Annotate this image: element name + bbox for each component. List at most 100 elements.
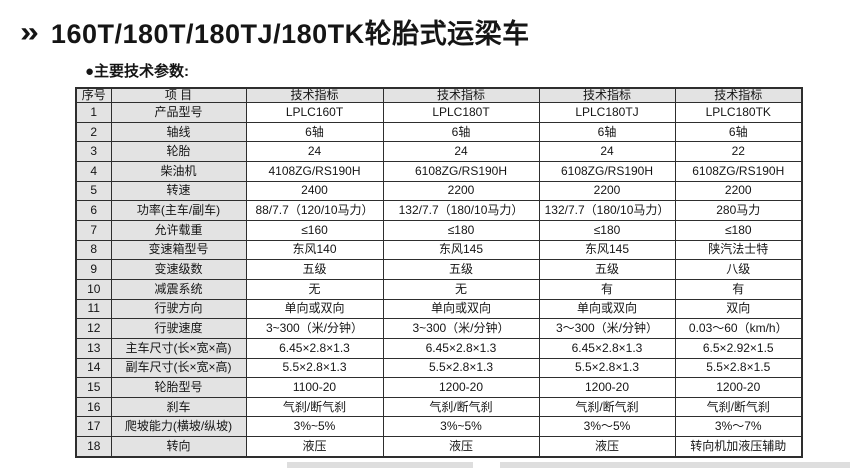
clipped-image-edge-right: [500, 462, 850, 468]
spec-value-cell: 6轴: [245, 121, 384, 143]
spec-value-cell: 6.45×2.8×1.3: [538, 337, 676, 359]
item-label-cell: 副车尺寸(长×宽×高): [110, 357, 247, 379]
spec-value-cell: 5.5×2.8×1.3: [245, 357, 384, 379]
spec-value-cell: 2400: [245, 180, 384, 202]
spec-value-cell: ≤180: [538, 220, 676, 241]
row-index-cell: 16: [75, 396, 112, 418]
column-header: 技术指标: [245, 87, 384, 104]
spec-value-cell: 6108ZG/RS190H: [382, 161, 540, 182]
spec-value-cell: 3~300（米/分钟）: [382, 318, 540, 339]
spec-value-cell: ≤160: [245, 220, 384, 241]
table-row: 2 轴线 6轴 6轴 6轴 6轴: [75, 121, 803, 143]
spec-value-cell: 气刹/断气刹: [674, 396, 803, 418]
spec-value-cell: 3~300（米/分钟）: [245, 318, 384, 339]
spec-value-cell: 6.5×2.92×1.5: [674, 337, 803, 359]
table-row: 11 行驶方向 单向或双向 单向或双向 单向或双向 双向: [75, 298, 803, 320]
spec-value-cell: 有: [674, 278, 803, 300]
item-label-cell: 产品型号: [110, 102, 247, 123]
item-label-cell: 轴线: [110, 121, 247, 143]
spec-value-cell: ≤180: [382, 220, 540, 241]
row-index-cell: 8: [75, 239, 112, 261]
row-index-cell: 15: [75, 377, 112, 398]
spec-value-cell: 单向或双向: [382, 298, 540, 320]
spec-value-cell: 双向: [674, 298, 803, 320]
item-label-cell: 行驶速度: [110, 318, 247, 339]
spec-value-cell: 无: [245, 278, 384, 300]
spec-value-cell: 6108ZG/RS190H: [538, 161, 676, 182]
table-row: 8 变速箱型号 东风140 东风145 东风145 陕汽法士特: [75, 239, 803, 261]
column-header: 技术指标: [382, 87, 540, 104]
spec-value-cell: 3%～7%: [674, 416, 803, 438]
spec-value-cell: 单向或双向: [538, 298, 676, 320]
spec-value-cell: 0.03～60（km/h）: [674, 318, 803, 339]
spec-value-cell: 陕汽法士特: [674, 239, 803, 261]
header-row: 序号项 目技术指标 技术指标 技术指标 技术指标: [75, 87, 803, 104]
spec-value-cell: 气刹/断气刹: [538, 396, 676, 418]
spec-value-cell: 22: [674, 141, 803, 163]
item-label-cell: 行驶方向: [110, 298, 247, 320]
spec-value-cell: 2200: [382, 180, 540, 202]
spec-value-cell: 五级: [382, 259, 540, 280]
spec-value-cell: 1200-20: [674, 377, 803, 398]
table-row: 13 主车尺寸(长×宽×高) 6.45×2.8×1.3 6.45×2.8×1.3 6.4…: [75, 337, 803, 359]
column-header: 技术指标: [538, 87, 676, 104]
specs-table-body: 1 产品型号 LPLC160T LPLC180T LPLC180TJ LPLC180TK 2…: [75, 102, 803, 458]
spec-value-cell: LPLC180TJ: [538, 102, 676, 123]
spec-value-cell: 五级: [245, 259, 384, 280]
column-header: 项 目: [110, 87, 247, 104]
clipped-image-edge-left: [287, 462, 473, 468]
table-row: 3 轮胎 24 24 24 22: [75, 141, 803, 163]
item-label-cell: 主车尺寸(长×宽×高): [110, 337, 247, 359]
spec-value-cell: 5.5×2.8×1.3: [382, 357, 540, 379]
spec-value-cell: 6轴: [674, 121, 803, 143]
row-index-cell: 13: [75, 337, 112, 359]
spec-value-cell: 五级: [538, 259, 676, 280]
specs-table: 序号项 目技术指标 技术指标 技术指标 技术指标 1 产品型号 LPLC160T LPLC1…: [75, 87, 803, 458]
spec-value-cell: 88/7.7（120/10马力）: [245, 200, 384, 222]
row-index-cell: 11: [75, 298, 112, 320]
spec-value-cell: 24: [538, 141, 676, 163]
item-label-cell: 刹车: [110, 396, 247, 418]
spec-value-cell: 转向机加液压辅助: [674, 436, 803, 458]
spec-value-cell: 5.5×2.8×1.5: [674, 357, 803, 379]
spec-value-cell: 6108ZG/RS190H: [674, 161, 803, 182]
spec-value-cell: 24: [245, 141, 384, 163]
table-row: 17 爬坡能力(横坡/纵坡) 3%~5% 3%~5% 3%～5% 3%～7%: [75, 416, 803, 438]
item-label-cell: 减震系统: [110, 278, 247, 300]
spec-value-cell: 24: [382, 141, 540, 163]
item-label-cell: 轮胎型号: [110, 377, 247, 398]
specs-table-header: 序号项 目技术指标 技术指标 技术指标 技术指标: [75, 87, 803, 104]
spec-value-cell: 1200-20: [382, 377, 540, 398]
spec-value-cell: 3%～5%: [538, 416, 676, 438]
table-row: 18 转向 液压 液压 液压 转向机加液压辅助: [75, 436, 803, 458]
item-label-cell: 功率(主车/副车): [110, 200, 247, 222]
row-index-cell: 9: [75, 259, 112, 280]
row-index-cell: 5: [75, 180, 112, 202]
spec-value-cell: 132/7.7（180/10马力）: [538, 200, 676, 222]
row-index-cell: 10: [75, 278, 112, 300]
spec-value-cell: 液压: [538, 436, 676, 458]
page-title: 160T/180T/180TJ/180TK轮胎式运梁车: [50, 19, 530, 49]
row-index-cell: 7: [75, 220, 112, 241]
item-label-cell: 变速箱型号: [110, 239, 247, 261]
table-row: 1 产品型号 LPLC160T LPLC180T LPLC180TJ LPLC180TK: [75, 102, 803, 123]
spec-value-cell: 八级: [674, 259, 803, 280]
spec-value-cell: 2200: [538, 180, 676, 202]
row-index-cell: 3: [75, 141, 112, 163]
row-index-cell: 18: [75, 436, 112, 458]
column-header: 技术指标: [674, 87, 803, 104]
table-row: 7 允许载重 ≤160 ≤180 ≤180 ≤180: [75, 220, 803, 241]
spec-value-cell: 3～300（米/分钟）: [538, 318, 676, 339]
spec-value-cell: ≤180: [674, 220, 803, 241]
item-label-cell: 变速级数: [110, 259, 247, 280]
spec-value-cell: 有: [538, 278, 676, 300]
spec-value-cell: LPLC180TK: [674, 102, 803, 123]
row-index-cell: 14: [75, 357, 112, 379]
item-label-cell: 允许载重: [110, 220, 247, 241]
column-header: 序号: [75, 87, 112, 104]
spec-value-cell: 1200-20: [538, 377, 676, 398]
spec-value-cell: 东风145: [382, 239, 540, 261]
spec-value-cell: 无: [382, 278, 540, 300]
spec-value-cell: 1100-20: [245, 377, 384, 398]
item-label-cell: 爬坡能力(横坡/纵坡): [110, 416, 247, 438]
